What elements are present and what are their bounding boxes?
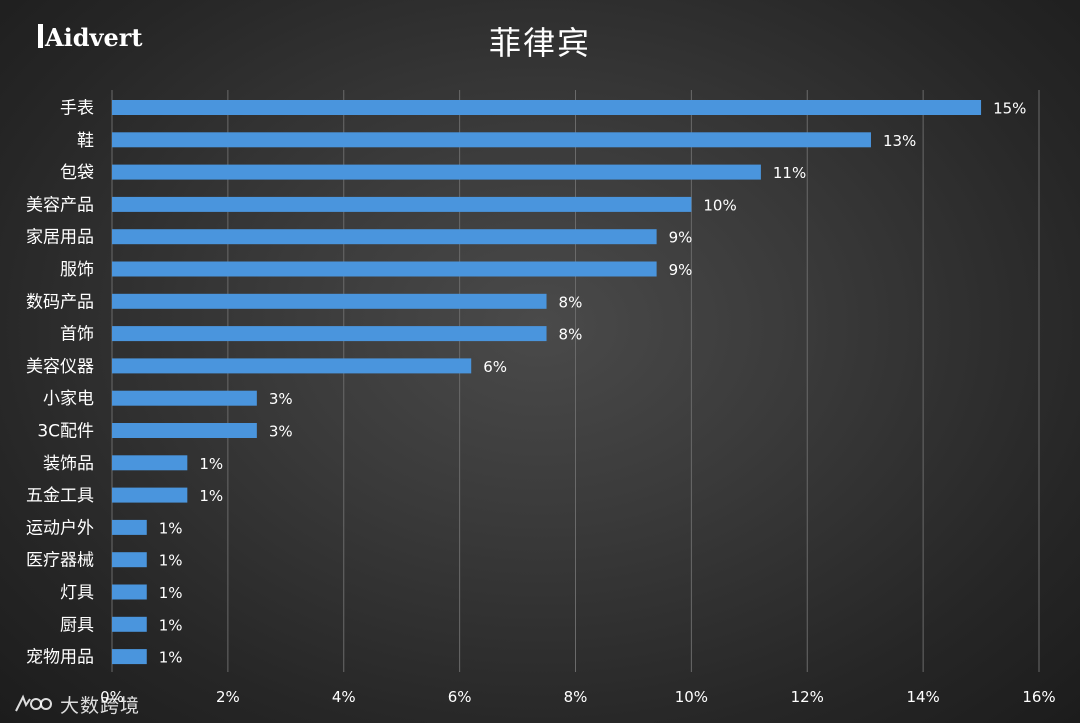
category-label: 灯具 [60, 583, 94, 603]
bar [112, 487, 188, 503]
bar [112, 164, 761, 180]
x-tick-label: 12% [791, 688, 824, 706]
data-label: 9% [669, 229, 693, 247]
bar [112, 552, 147, 568]
data-label: 9% [669, 261, 693, 279]
x-tick-label: 8% [564, 688, 588, 706]
chart-title: 菲律宾 [488, 24, 591, 62]
bar [112, 390, 257, 406]
data-label: 1% [159, 584, 183, 602]
grid-layer [111, 90, 1040, 672]
x-tick-label: 16% [1022, 688, 1055, 706]
data-label: 3% [269, 390, 293, 408]
watermark-text: 大数跨境 [60, 694, 141, 717]
bar [112, 649, 147, 665]
category-label: 运动户外 [26, 518, 94, 538]
bar [112, 261, 657, 277]
watermark: 大数跨境 [14, 690, 140, 718]
category-label: 小家电 [43, 389, 94, 409]
category-label: 装饰品 [43, 454, 94, 474]
bar [112, 584, 147, 600]
aidvert-logo: Aidvert [38, 23, 142, 52]
data-label: 1% [159, 616, 183, 634]
data-label: 3% [269, 423, 293, 441]
bar [112, 326, 547, 342]
x-tick-label: 0% [100, 688, 124, 706]
bar-layer [112, 100, 982, 665]
bar [112, 229, 657, 245]
data-label: 1% [159, 649, 183, 667]
bar [112, 358, 472, 374]
data-label: 8% [559, 293, 583, 311]
category-label: 数码产品 [26, 292, 94, 312]
data-label: 6% [483, 358, 507, 376]
category-label: 厨具 [60, 615, 94, 635]
logo-text: Aidvert [44, 23, 142, 52]
data-label: 10% [703, 196, 736, 214]
logo-bar-mark [38, 24, 43, 48]
category-label: 美容仪器 [26, 357, 94, 377]
data-label: 1% [159, 552, 183, 570]
x-tick-label: 14% [906, 688, 939, 706]
category-label: 服饰 [60, 260, 94, 280]
data-label: 15% [993, 100, 1026, 118]
category-label: 五金工具 [26, 486, 94, 506]
data-label: 11% [773, 164, 806, 182]
category-label: 宠物用品 [26, 648, 94, 668]
bar [112, 423, 257, 438]
bar [112, 293, 547, 309]
bar [112, 519, 147, 535]
category-label: 鞋 [77, 131, 94, 151]
bar [112, 100, 982, 115]
category-label: 家居用品 [26, 228, 94, 248]
category-label: 首饰 [60, 325, 94, 345]
x-tick-label: 10% [675, 688, 708, 706]
category-label: 包袋 [60, 163, 94, 183]
bar [112, 196, 692, 212]
category-label: 医疗器械 [26, 551, 94, 571]
category-label: 美容产品 [26, 195, 94, 215]
data-label: 1% [199, 487, 223, 505]
bar [112, 132, 871, 148]
x-tick-label: 6% [448, 688, 472, 706]
x-tick-label: 4% [332, 688, 356, 706]
label-layer: 0% 2% 4% 6% 8% 10% 12% 14% 16% 手表 15% 鞋 13% 包袋 11% 美容产品… [26, 99, 1056, 707]
category-label: 3C配件 [37, 422, 94, 442]
bar [112, 455, 188, 471]
data-label: 8% [559, 326, 583, 344]
data-label: 13% [883, 132, 916, 150]
x-tick-label: 2% [216, 688, 240, 706]
wave-logo-icon [15, 694, 52, 712]
category-label: 手表 [60, 99, 94, 119]
data-label: 1% [159, 519, 183, 537]
bar [112, 616, 147, 632]
data-label: 1% [199, 455, 223, 473]
